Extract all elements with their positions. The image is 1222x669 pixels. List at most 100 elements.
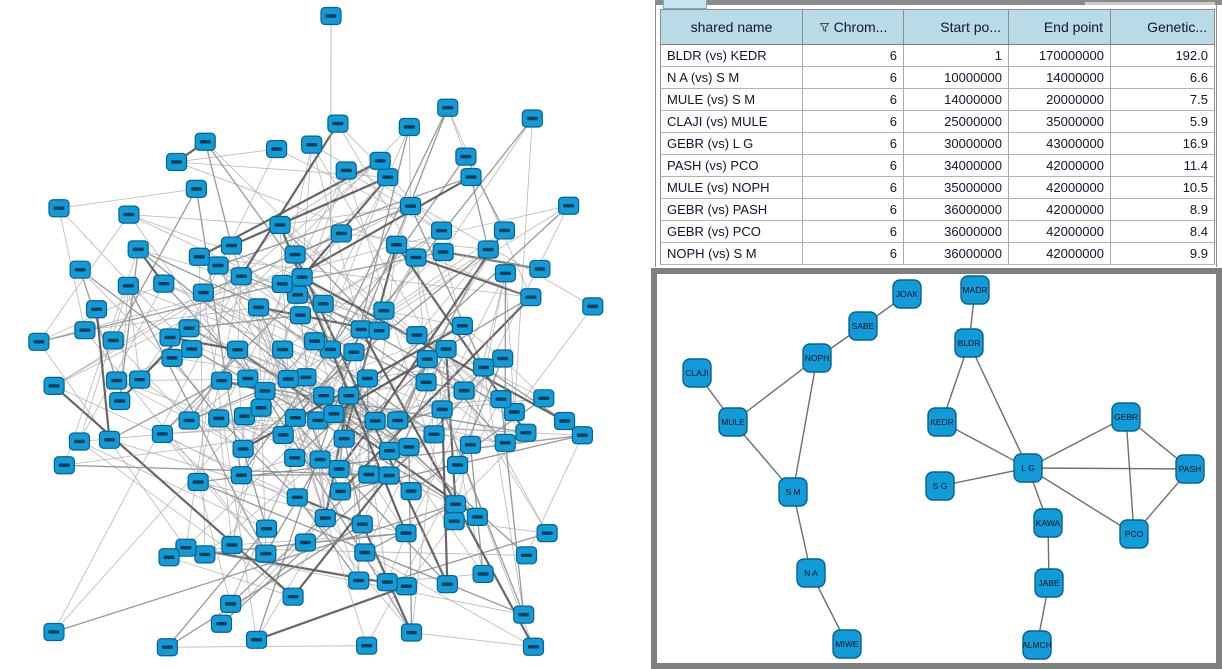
network-node[interactable] — [406, 326, 428, 345]
network-node[interactable] — [277, 369, 299, 389]
network-node[interactable] — [459, 435, 482, 454]
network-node[interactable] — [376, 572, 398, 592]
network-node[interactable] — [156, 638, 178, 657]
network-node[interactable] — [338, 386, 360, 405]
network-node[interactable] — [477, 240, 499, 259]
node-madr[interactable]: MADR — [960, 275, 990, 305]
network-node[interactable] — [165, 152, 188, 172]
network-node[interactable] — [513, 605, 535, 624]
network-node[interactable] — [460, 167, 482, 187]
network-node[interactable] — [245, 630, 268, 649]
cell-value[interactable]: 16.9 — [1110, 132, 1215, 155]
network-node[interactable] — [309, 450, 331, 469]
network-node[interactable] — [226, 340, 249, 359]
network-node[interactable] — [294, 533, 317, 552]
table-row[interactable]: NOPH (vs) S M 6 36000000 42000000 9.9 — [660, 242, 1215, 265]
node-almch[interactable]: ALMCH — [1022, 630, 1052, 660]
network-node[interactable] — [68, 432, 91, 451]
table-row[interactable]: BLDR (vs) KEDR 6 1 170000000 192.0 — [660, 44, 1215, 67]
network-node[interactable] — [74, 321, 96, 340]
network-node[interactable] — [314, 508, 336, 528]
network-node[interactable] — [207, 256, 229, 275]
network-node[interactable] — [343, 343, 365, 362]
cell-value[interactable]: 6 — [802, 110, 904, 133]
network-node[interactable] — [521, 109, 543, 128]
network-node[interactable] — [312, 294, 334, 313]
node-pco[interactable]: PCO — [1119, 519, 1149, 549]
network-node[interactable] — [153, 274, 175, 293]
cell-shared-name[interactable]: MULE (vs) NOPH — [660, 176, 803, 199]
network-node[interactable] — [286, 285, 309, 304]
network-node[interactable] — [444, 495, 467, 514]
node-gebr[interactable]: GEBR — [1111, 402, 1141, 432]
network-node[interactable] — [398, 437, 420, 456]
network-node[interactable] — [437, 98, 459, 117]
network-node[interactable] — [129, 370, 151, 389]
cell-value[interactable]: 8.9 — [1110, 198, 1215, 221]
network-node[interactable] — [237, 369, 259, 388]
network-node[interactable] — [400, 623, 423, 642]
network-node[interactable] — [356, 369, 379, 388]
cell-value[interactable]: 7.5 — [1110, 88, 1215, 111]
network-node[interactable] — [255, 544, 277, 563]
column-header-end-point[interactable]: End point — [1008, 9, 1111, 45]
network-node[interactable] — [415, 373, 437, 392]
network-node[interactable] — [323, 404, 345, 423]
network-node[interactable] — [582, 297, 604, 316]
cell-shared-name[interactable]: BLDR (vs) KEDR — [660, 44, 803, 67]
network-node[interactable] — [358, 465, 380, 484]
node-s-m[interactable]: S M — [778, 477, 808, 507]
network-node[interactable] — [284, 408, 307, 427]
cell-value[interactable]: 35000000 — [1008, 110, 1111, 133]
network-node[interactable] — [105, 371, 128, 390]
cell-shared-name[interactable]: GEBR (vs) PASH — [660, 198, 803, 221]
network-node[interactable] — [194, 545, 216, 564]
cell-value[interactable]: 6 — [802, 154, 904, 177]
network-node[interactable] — [98, 430, 121, 449]
table-row[interactable]: GEBR (vs) PCO 6 36000000 42000000 8.4 — [660, 220, 1215, 243]
overview-network-panel[interactable] — [0, 0, 657, 669]
network-node[interactable] — [435, 339, 457, 359]
table-row[interactable]: CLAJI (vs) MULE 6 25000000 35000000 5.9 — [660, 110, 1215, 133]
node-kedr[interactable]: KEDR — [927, 407, 957, 437]
network-node[interactable] — [247, 298, 270, 317]
network-node[interactable] — [529, 259, 551, 279]
network-node[interactable] — [378, 466, 400, 485]
cell-value[interactable]: 36000000 — [903, 242, 1009, 265]
node-n-a[interactable]: N A — [796, 558, 826, 588]
cell-value[interactable]: 20000000 — [1008, 88, 1111, 111]
cell-value[interactable]: 5.9 — [1110, 110, 1215, 133]
network-node[interactable] — [181, 339, 203, 359]
table-tab-remnant[interactable] — [663, 0, 707, 9]
network-node[interactable] — [232, 439, 254, 458]
network-node[interactable] — [466, 507, 488, 526]
cell-value[interactable]: 6 — [802, 198, 904, 221]
network-node[interactable] — [220, 594, 242, 613]
network-node[interactable] — [303, 332, 326, 351]
network-node[interactable] — [395, 524, 417, 543]
cell-value[interactable]: 6 — [802, 132, 904, 155]
network-node[interactable] — [432, 242, 454, 262]
network-node[interactable] — [369, 151, 391, 170]
cell-value[interactable]: 6 — [802, 88, 904, 111]
shared-name-table[interactable]: shared name Chrom... Start po... End point G… — [660, 9, 1215, 265]
network-node[interactable] — [492, 349, 514, 368]
network-node[interactable] — [188, 247, 210, 266]
network-node[interactable] — [192, 283, 215, 302]
network-node[interactable] — [350, 320, 372, 339]
network-node[interactable] — [443, 512, 465, 531]
network-node[interactable] — [423, 425, 445, 444]
network-node[interactable] — [284, 448, 306, 467]
network-node[interactable] — [194, 132, 216, 151]
network-node[interactable] — [271, 274, 293, 294]
network-node[interactable] — [286, 488, 308, 507]
network-node[interactable] — [117, 276, 139, 295]
network-node[interactable] — [490, 390, 512, 409]
network-node[interactable] — [69, 260, 91, 279]
node-claji[interactable]: CLAJI — [682, 358, 712, 388]
cell-value[interactable]: 170000000 — [1008, 44, 1111, 67]
network-node[interactable] — [289, 306, 312, 325]
network-node[interactable] — [430, 221, 453, 240]
network-node[interactable] — [333, 429, 355, 448]
network-node[interactable] — [557, 196, 580, 215]
